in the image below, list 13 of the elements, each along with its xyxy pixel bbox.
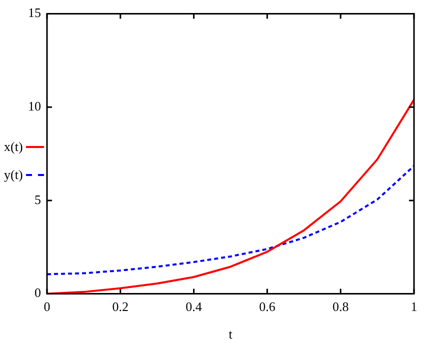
y-tick-label: 15 [28, 5, 41, 20]
y-tick-label: 0 [34, 285, 41, 300]
x-tick-label: 1 [410, 299, 418, 314]
y-tick-label: 5 [34, 192, 41, 207]
x-tick-label: 0.6 [259, 299, 276, 314]
line-series [47, 164, 414, 276]
x-tick-label: 0.8 [332, 299, 349, 314]
x-tick-label: 0.2 [112, 299, 129, 314]
x-axis-title: t [228, 326, 233, 342]
y-tick-label: 10 [28, 98, 41, 114]
legend-label: y(t) [4, 167, 23, 182]
x-tick-label: 0.4 [186, 299, 202, 314]
legend-label: x(t) [4, 139, 23, 154]
